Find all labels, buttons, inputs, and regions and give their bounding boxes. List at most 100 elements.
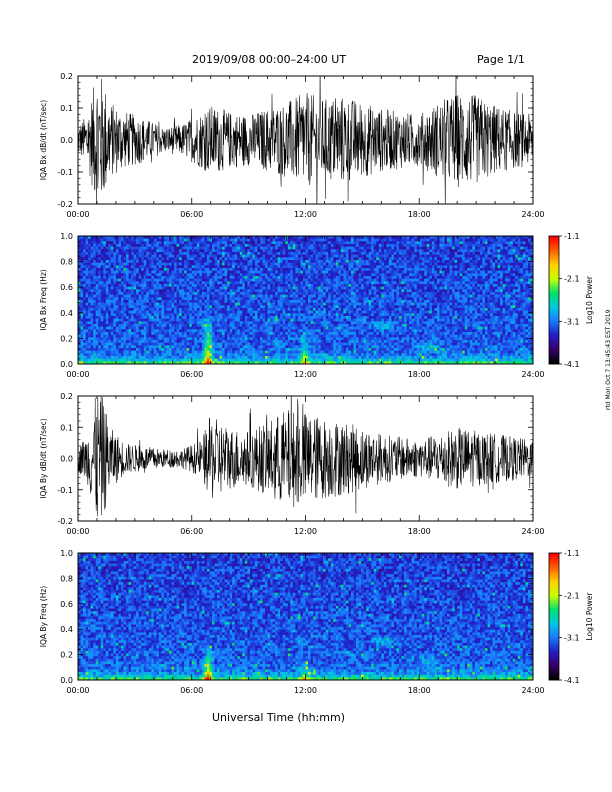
- heatmap-cell: [105, 284, 109, 287]
- heatmap-cell: [265, 297, 268, 301]
- heatmap-cell: [206, 316, 210, 319]
- heatmap-cell: [163, 348, 167, 351]
- heatmap-cell: [148, 348, 152, 351]
- heatmap-cell: [105, 260, 109, 263]
- heatmap-cell: [171, 278, 175, 282]
- heatmap-cell: [196, 257, 200, 261]
- heatmap-cell: [95, 278, 99, 282]
- heatmap-cell: [108, 313, 112, 317]
- heatmap-cell: [232, 265, 236, 269]
- heatmap-cell: [163, 342, 167, 346]
- heatmap-cell: [166, 294, 170, 298]
- heatmap-cell: [103, 332, 107, 335]
- heatmap-cell: [80, 246, 84, 250]
- heatmap-cell: [126, 350, 129, 354]
- heatmap-cell: [113, 252, 117, 255]
- heatmap-cell: [103, 313, 107, 317]
- heatmap-cell: [292, 308, 296, 311]
- heatmap-cell: [290, 284, 294, 287]
- heatmap-cell: [113, 246, 117, 250]
- heatmap-cell: [138, 353, 142, 357]
- heatmap-cell: [244, 316, 248, 319]
- heatmap-cell: [85, 270, 89, 274]
- heatmap-cell: [249, 254, 253, 258]
- heatmap-cell: [277, 337, 281, 341]
- heatmap-cell: [126, 340, 129, 343]
- heatmap-cell: [90, 273, 94, 277]
- heatmap-cell: [100, 270, 104, 274]
- heatmap-cell: [83, 305, 86, 309]
- heatmap-cell: [133, 252, 137, 255]
- heatmap-cell: [166, 249, 170, 253]
- heatmap-cell: [100, 308, 104, 311]
- heatmap-cell: [244, 246, 248, 250]
- heatmap-cell: [199, 249, 203, 253]
- heatmap-cell: [209, 334, 213, 338]
- heatmap-cell: [244, 334, 248, 338]
- heatmap-cell: [280, 244, 284, 247]
- heatmap-cell: [158, 313, 162, 317]
- heatmap-cell: [171, 334, 175, 338]
- heatmap-cell: [103, 257, 107, 261]
- heatmap-cell: [219, 278, 223, 282]
- heatmap-cell: [315, 321, 319, 325]
- heatmap-cell: [146, 265, 150, 269]
- heatmap-cell: [95, 238, 99, 242]
- heatmap-cell: [93, 265, 96, 269]
- heatmap-cell: [93, 254, 96, 258]
- heatmap-cell: [100, 281, 104, 285]
- heatmap-cell: [120, 260, 124, 263]
- heatmap-cell: [184, 321, 187, 325]
- heatmap-cell: [280, 361, 284, 365]
- heatmap-cell: [285, 353, 289, 357]
- heatmap-cell: [272, 334, 276, 338]
- heatmap-cell: [138, 305, 142, 309]
- heatmap-cell: [234, 313, 238, 317]
- heatmap-cell: [146, 289, 150, 293]
- heatmap-cell: [242, 332, 246, 335]
- heatmap-cell: [224, 308, 228, 311]
- heatmap-cell: [80, 284, 84, 287]
- heatmap-cell: [118, 286, 122, 290]
- heatmap-cell: [158, 300, 162, 303]
- heatmap-cell: [275, 268, 278, 271]
- heatmap-cell: [260, 276, 263, 279]
- heatmap-cell: [237, 297, 241, 301]
- heatmap-cell: [315, 329, 319, 333]
- heatmap-cell: [151, 310, 155, 314]
- heatmap-cell: [242, 281, 246, 285]
- heatmap-cell: [189, 273, 193, 277]
- heatmap-cell: [242, 238, 246, 242]
- heatmap-cell: [297, 353, 301, 357]
- heatmap-cell: [186, 350, 190, 354]
- heatmap-cell: [209, 300, 213, 303]
- heatmap-cell: [247, 356, 251, 359]
- heatmap-cell: [126, 334, 129, 338]
- heatmap-cell: [176, 294, 180, 298]
- heatmap-cell: [267, 334, 271, 338]
- heatmap-cell: [115, 270, 119, 274]
- heatmap-cell: [123, 342, 127, 346]
- heatmap-cell: [217, 353, 220, 357]
- heatmap-cell: [219, 353, 223, 357]
- heatmap-cell: [191, 278, 195, 282]
- heatmap-cell: [214, 273, 218, 277]
- heatmap-cell: [232, 286, 236, 290]
- heatmap-cell: [90, 321, 94, 325]
- heatmap-cell: [103, 241, 107, 245]
- heatmap-cell: [158, 326, 162, 330]
- heatmap-cell: [161, 321, 165, 325]
- heatmap-cell: [260, 260, 263, 263]
- heatmap-cell: [308, 244, 311, 247]
- heatmap-cell: [260, 305, 263, 309]
- heatmap-cell: [151, 286, 155, 290]
- heatmap-cell: [232, 300, 236, 303]
- heatmap-cell: [196, 350, 200, 354]
- heatmap-cell: [174, 350, 177, 354]
- heatmap-cell: [174, 281, 177, 285]
- heatmap-cell: [118, 292, 122, 295]
- heatmap-cell: [169, 276, 172, 279]
- heatmap-cell: [88, 321, 91, 325]
- heatmap-cell: [313, 334, 316, 338]
- heatmap-cell: [282, 278, 286, 282]
